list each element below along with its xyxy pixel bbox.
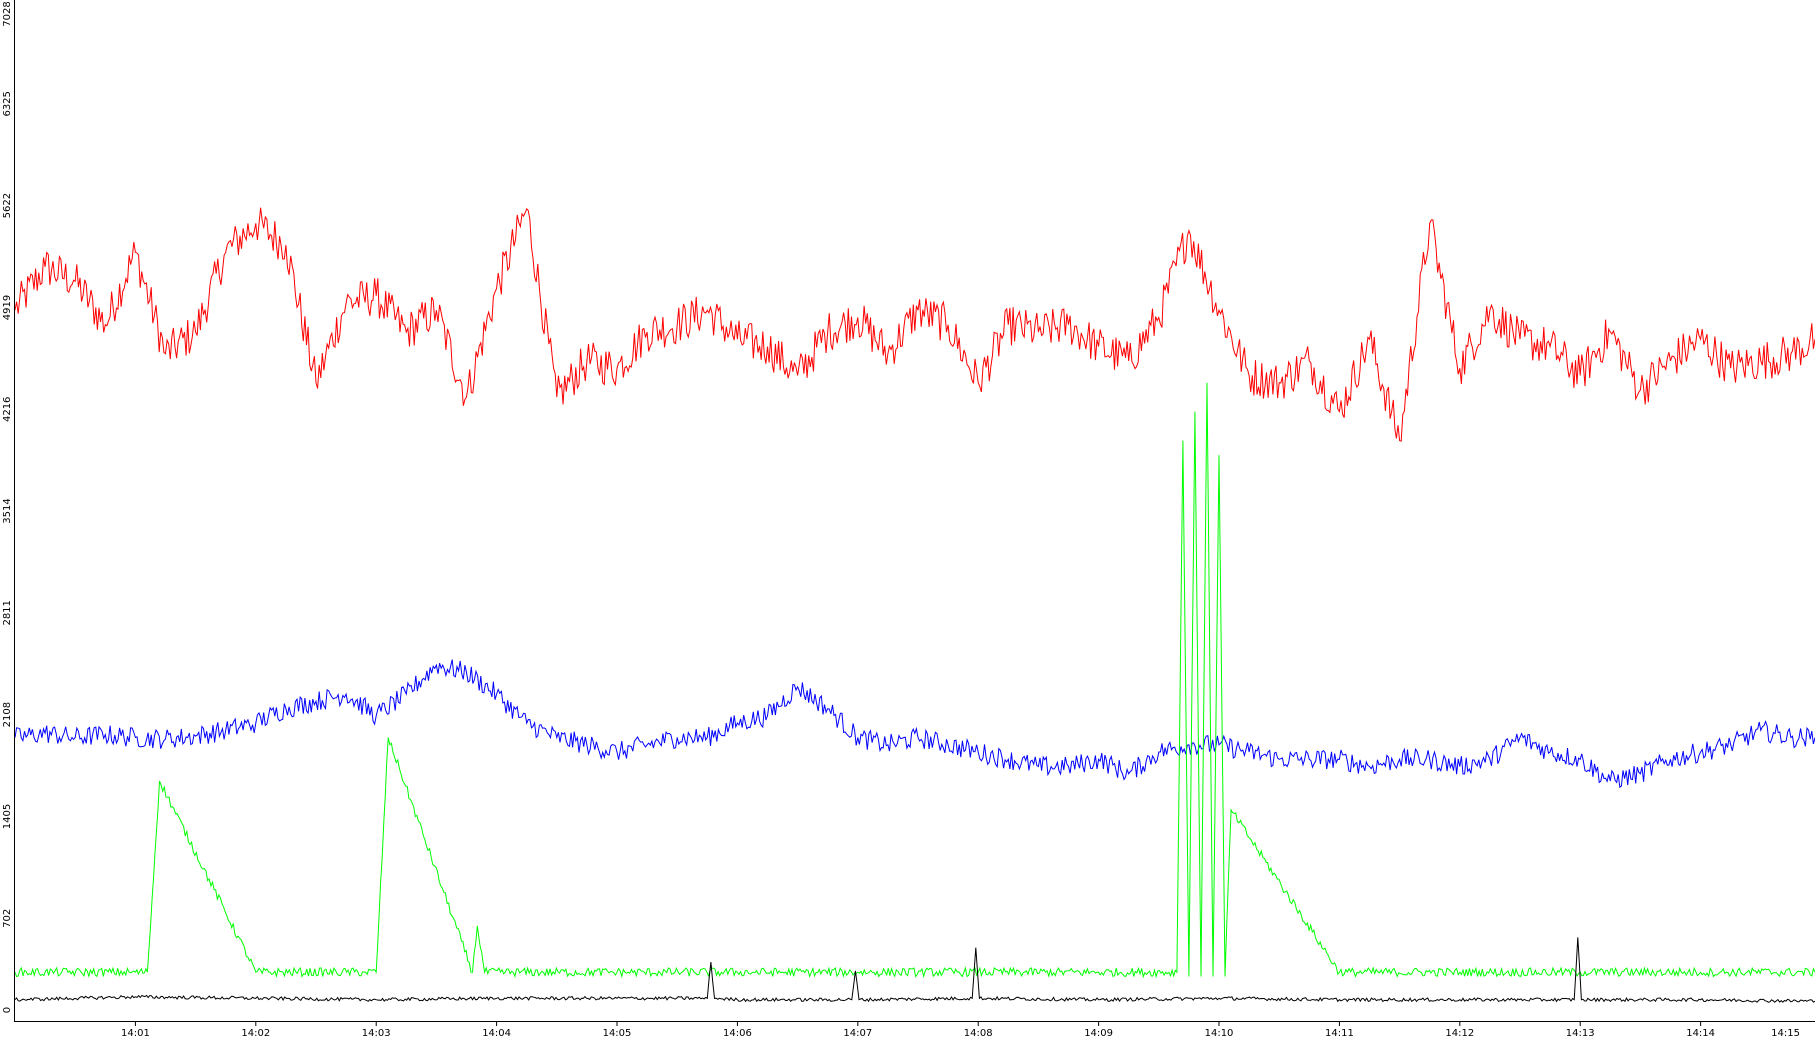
x-tick-label: 14:15 [1771, 1028, 1800, 1039]
x-tick-label: 14:01 [121, 1028, 150, 1039]
y-tick-label: 2108 [2, 702, 13, 727]
x-tick-label: 14:04 [482, 1028, 511, 1039]
series-line-0 [14, 207, 1815, 442]
y-tick-label: 0 [2, 1007, 13, 1013]
series-line-1 [14, 659, 1815, 788]
y-tick-label: 5622 [2, 193, 13, 218]
y-tick-label: 4919 [2, 295, 13, 320]
series-line-2 [14, 382, 1815, 979]
y-tick-label: 7028 [2, 1, 13, 26]
x-tick-label: 14:05 [603, 1028, 632, 1039]
y-tick-label: 4216 [2, 397, 13, 422]
x-tick-label: 14:09 [1084, 1028, 1113, 1039]
x-tick-label: 14:06 [723, 1028, 752, 1039]
x-tick-label: 14:10 [1205, 1028, 1234, 1039]
y-tick-label: 6325 [2, 91, 13, 116]
x-tick-label: 14:03 [362, 1028, 391, 1039]
series-line-3 [14, 937, 1815, 1003]
x-tick-label: 14:02 [241, 1028, 270, 1039]
x-tick-label: 14:14 [1686, 1028, 1715, 1039]
x-tick-label: 14:08 [964, 1028, 993, 1039]
x-tick-label: 14:07 [843, 1028, 872, 1039]
y-tick-label: 3514 [2, 498, 13, 523]
x-tick-label: 14:12 [1445, 1028, 1474, 1039]
x-tick-label: 14:11 [1325, 1028, 1354, 1039]
series-layer [14, 207, 1815, 1003]
y-tick-label: 1405 [2, 804, 13, 829]
y-tick-label: 702 [2, 909, 13, 928]
y-tick-label: 2811 [2, 600, 13, 625]
x-tick-label: 14:13 [1566, 1028, 1595, 1039]
